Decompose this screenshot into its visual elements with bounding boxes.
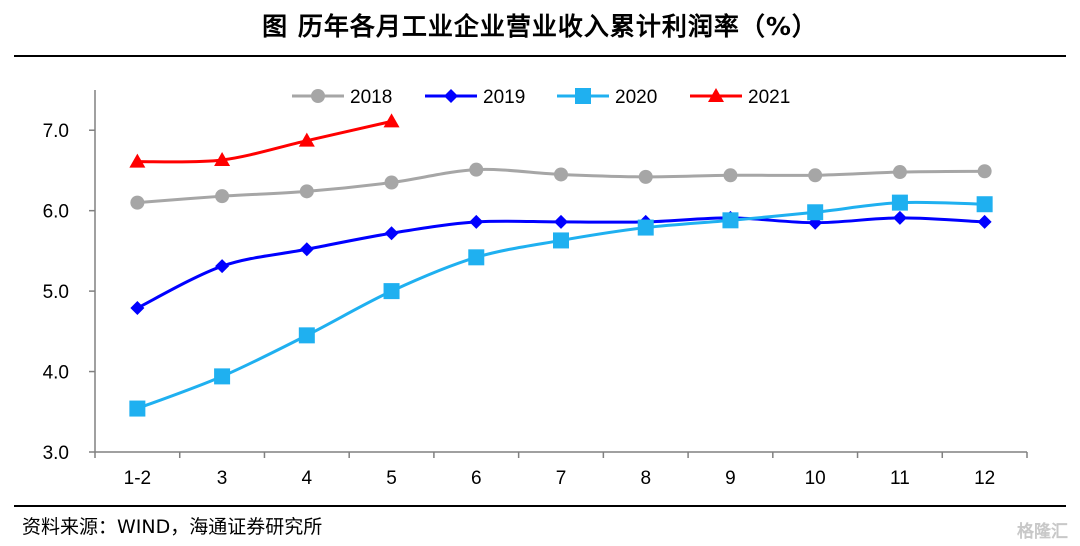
data-point-2021 <box>214 151 231 166</box>
data-point-2019 <box>215 259 230 274</box>
legend-marker <box>575 88 591 104</box>
data-point-2019 <box>554 214 568 229</box>
legend-label: 2019 <box>483 87 525 108</box>
data-point-2020 <box>298 327 315 344</box>
legend-marker <box>444 89 458 103</box>
legend-marker <box>708 88 724 102</box>
legend-label: 2021 <box>748 87 790 108</box>
data-point-2018 <box>215 189 230 204</box>
data-point-2019 <box>977 214 992 229</box>
data-point-2018 <box>977 164 992 179</box>
x-tick-label: 9 <box>725 468 736 489</box>
y-tick-label: 4.0 <box>43 363 69 384</box>
data-point-2019 <box>469 214 484 229</box>
x-tick-label: 7 <box>556 468 567 489</box>
data-point-2018 <box>808 168 823 183</box>
data-point-2018 <box>469 162 484 177</box>
legend-item-2020: 2020 <box>557 87 657 108</box>
data-point-2021 <box>383 113 400 128</box>
x-tick-label: 8 <box>640 468 651 489</box>
legend-item-2018: 2018 <box>292 87 392 108</box>
y-tick-label: 6.0 <box>43 202 69 223</box>
legend-item-2021: 2021 <box>690 87 790 108</box>
source-note: 资料来源：WIND，海通证券研究所 <box>22 516 323 538</box>
series-line-2021 <box>137 119 392 164</box>
data-point-2018 <box>638 169 653 184</box>
data-point-2018 <box>384 175 399 190</box>
data-point-2020 <box>553 232 569 249</box>
data-point-2020 <box>807 204 824 221</box>
series-line-2019 <box>136 216 985 310</box>
data-point-2019 <box>130 301 145 316</box>
data-point-2020 <box>214 368 231 385</box>
data-point-2021 <box>298 132 315 147</box>
y-tick-label: 7.0 <box>43 121 69 142</box>
x-tick-label: 6 <box>471 468 482 489</box>
data-point-2018 <box>130 195 145 210</box>
x-tick-label: 4 <box>302 468 313 489</box>
data-point-2021 <box>129 153 146 168</box>
legend-label: 2020 <box>615 87 657 108</box>
data-point-2018 <box>892 165 907 180</box>
data-point-2019 <box>892 210 907 225</box>
y-tick-label: 3.0 <box>43 443 69 464</box>
data-point-2020 <box>468 249 485 266</box>
legend-item-2019: 2019 <box>425 87 525 108</box>
x-tick-label: 10 <box>805 468 826 489</box>
x-tick-label: 12 <box>974 468 995 489</box>
data-point-2020 <box>383 283 400 300</box>
watermark-logo: 格隆汇 <box>1017 522 1068 542</box>
legend-marker <box>311 89 325 103</box>
series-2018 <box>130 162 992 210</box>
series-2021 <box>129 113 400 168</box>
data-point-2018 <box>723 168 738 183</box>
data-point-2020 <box>129 400 146 417</box>
data-point-2020 <box>637 219 654 236</box>
data-point-2020 <box>722 212 739 229</box>
x-tick-label: 3 <box>217 468 228 489</box>
data-point-2019 <box>384 226 399 241</box>
x-tick-label: 5 <box>386 468 397 489</box>
data-point-2018 <box>554 167 568 182</box>
data-point-2018 <box>299 184 314 199</box>
data-point-2020 <box>976 196 993 213</box>
footer-divider <box>14 505 1066 507</box>
x-tick-label: 11 <box>890 468 910 489</box>
series-2020 <box>129 194 993 417</box>
data-point-2020 <box>891 194 908 211</box>
title-divider <box>14 55 1066 57</box>
chart-title: 图 历年各月工业企业营业收入累计利润率（%） <box>262 12 818 41</box>
x-tick-label: 1-2 <box>124 468 151 489</box>
series-2019 <box>130 210 992 316</box>
data-point-2019 <box>299 242 314 257</box>
y-tick-label: 5.0 <box>43 282 69 303</box>
legend-label: 2018 <box>350 87 392 108</box>
